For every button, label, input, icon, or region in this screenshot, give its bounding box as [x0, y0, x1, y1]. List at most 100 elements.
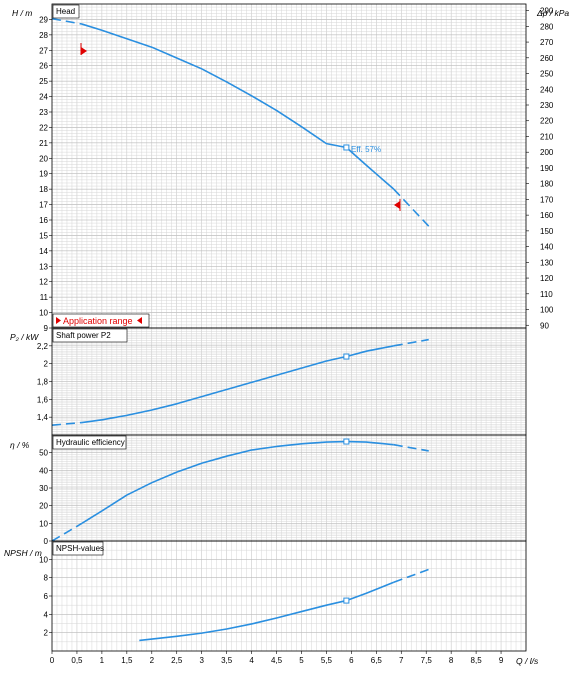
- efficiency-y-axis-label: η / %: [10, 440, 30, 450]
- y2-tick-label: 140: [540, 243, 554, 252]
- power-y-axis-label: P₂ / kW: [10, 332, 39, 342]
- y2-tick-label: 160: [540, 211, 554, 220]
- y-tick-label: 13: [39, 262, 48, 271]
- y2-tick-label: 240: [540, 85, 554, 94]
- head-y2-ticks: 90 100 110 120 130 140 150 160 170 180 190 200 210 22…: [526, 7, 554, 330]
- power-curve-group: [52, 338, 429, 426]
- npsh-title-box: [52, 541, 104, 556]
- y-tick-label: 19: [39, 170, 48, 179]
- y-tick-label: 8: [44, 574, 49, 583]
- efficiency-series-dashed: [52, 522, 83, 541]
- application-range-box: [52, 313, 150, 328]
- x-tick-label: 7: [399, 656, 404, 665]
- x-tick-label: 1: [100, 656, 105, 665]
- efficiency-series-dashed: [393, 443, 429, 452]
- range-start-marker: [81, 47, 87, 55]
- x-tick-label: 8,5: [471, 656, 483, 665]
- y-tick-label: 1,4: [37, 413, 49, 422]
- npsh-panel: 2 4 6 8 10 NPSH-values NPSH / m 0 0,5 1 1,5 2 2,5…: [4, 540, 539, 666]
- x-axis-label: Q / l/s: [516, 656, 539, 666]
- y2-tick-label: 220: [540, 117, 554, 126]
- y-tick-label: 24: [39, 93, 48, 102]
- x-tick-label: 3: [199, 656, 204, 665]
- y-tick-label: 17: [39, 201, 48, 210]
- head-frame: [51, 3, 527, 329]
- y2-tick-label: 130: [540, 258, 554, 267]
- y-tick-label: 2: [44, 629, 49, 638]
- x-axis-ticks: 0 0,5 1 1,5 2 2,5 3 3,5 4 4,5 5 5,5 6 6,5 7 7,5 8 8,5 9: [50, 651, 504, 665]
- y-tick-label: 29: [39, 15, 48, 24]
- power-series-solid: [81, 345, 394, 424]
- efficiency-y-ticks: 0 10 20 30 40 50: [39, 449, 52, 546]
- head-range-markers: [80, 43, 401, 211]
- y2-tick-label: 110: [540, 290, 553, 299]
- head-y-axis-label: H / m: [12, 8, 32, 18]
- y2-tick-label: 150: [540, 227, 554, 236]
- y-tick-label: 26: [39, 62, 48, 71]
- npsh-curve-group: [139, 568, 429, 642]
- efficiency-grid: [51, 434, 527, 542]
- efficiency-curve-group: [52, 438, 429, 541]
- head-panel: 9 10 11 12 13 14 15 16 17 18 19 20 21 22 23 24 25 26 27 28 2…: [12, 3, 569, 333]
- head-y-ticks: 9 10 11 12 13 14 15 16 17 18 19 20 21 22 23 24 25 26 27 28 2…: [39, 15, 52, 333]
- npsh-title: NPSH-values: [56, 544, 104, 553]
- head-title: Head: [56, 7, 75, 16]
- x-tick-label: 3,5: [221, 656, 233, 665]
- y-tick-label: 1,6: [37, 395, 49, 404]
- y-tick-label: 10: [39, 519, 48, 528]
- application-range-right-marker: [137, 317, 142, 324]
- panel-frames: [51, 3, 527, 652]
- y-tick-label: 9: [44, 324, 49, 333]
- power-title-box: [52, 328, 128, 343]
- y-tick-label: 2: [44, 360, 49, 369]
- x-tick-label: 4,5: [271, 656, 283, 665]
- y2-tick-label: 250: [540, 70, 554, 79]
- power-panel: 1,4 1,6 1,8 2 2,2 Shaft power P2 P₂ / kW: [10, 327, 527, 436]
- head-grid: [51, 3, 527, 329]
- efficiency-panel: 0 10 20 30 40 50 Hydraulic efficiency η / %: [10, 434, 527, 546]
- x-tick-label: 1,5: [121, 656, 133, 665]
- y-tick-label: 11: [40, 293, 49, 302]
- head-series-dashed: [52, 17, 83, 25]
- x-tick-label: 9: [499, 656, 504, 665]
- y-tick-label: 2,2: [37, 342, 49, 351]
- power-series-dashed: [52, 421, 83, 426]
- y-tick-label: 23: [39, 108, 48, 117]
- application-range-legend: Application range: [52, 313, 150, 328]
- y-tick-label: 27: [39, 46, 48, 55]
- y-tick-label: 21: [39, 139, 48, 148]
- y-tick-label: 1,8: [37, 378, 49, 387]
- y-tick-label: 10: [39, 309, 48, 318]
- y-tick-label: 50: [39, 449, 48, 458]
- head-title-box: [52, 4, 80, 19]
- y2-tick-label: 270: [540, 38, 554, 47]
- y-tick-label: 12: [39, 278, 48, 287]
- head-duty-point: [343, 144, 350, 151]
- power-y-ticks: 1,4 1,6 1,8 2 2,2: [37, 342, 52, 422]
- y-tick-label: 28: [39, 31, 48, 40]
- x-tick-label: 6: [349, 656, 354, 665]
- x-tick-label: 2,5: [171, 656, 183, 665]
- y-tick-label: 15: [39, 231, 48, 240]
- efficiency-title: Hydraulic efficiency: [56, 438, 125, 447]
- application-range-label: Application range: [63, 316, 133, 326]
- y-tick-label: 0: [44, 537, 49, 546]
- x-tick-label: 8: [449, 656, 454, 665]
- x-tick-label: 0,5: [71, 656, 83, 665]
- y2-tick-label: 90: [540, 321, 549, 330]
- power-title: Shaft power P2: [56, 331, 111, 340]
- head-y2-axis-label: Δp / kPa: [536, 8, 569, 18]
- npsh-grid: [51, 540, 527, 652]
- power-duty-point: [343, 353, 350, 360]
- npsh-y-ticks: 2 4 6 8 10: [39, 555, 52, 638]
- efficiency-annotation: Eff. 57%: [351, 145, 381, 154]
- npsh-duty-point: [343, 597, 350, 604]
- y-tick-label: 6: [44, 592, 49, 601]
- y-tick-label: 16: [39, 216, 48, 225]
- y-tick-label: 25: [39, 77, 48, 86]
- efficiency-title-box: [52, 435, 127, 450]
- y-tick-label: 30: [39, 484, 48, 493]
- efficiency-series-solid: [81, 440, 394, 525]
- npsh-frame: [51, 540, 527, 652]
- x-tick-label: 0: [50, 656, 55, 665]
